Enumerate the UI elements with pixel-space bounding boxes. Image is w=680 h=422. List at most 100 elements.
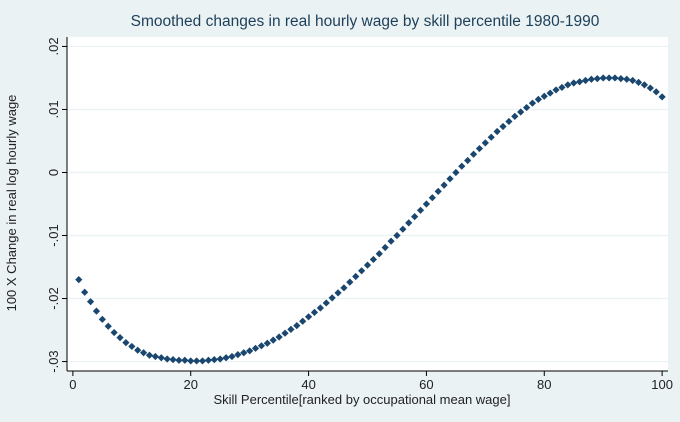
- data-point: [475, 144, 484, 153]
- data-point: [464, 156, 472, 165]
- data-point: [263, 339, 271, 347]
- data-point: [446, 175, 454, 183]
- data-point: [611, 74, 619, 82]
- data-point: [399, 225, 407, 233]
- y-tick-label: .02: [46, 37, 61, 55]
- data-point: [505, 117, 513, 126]
- data-point: [75, 276, 83, 284]
- grid-lines: [67, 45, 668, 363]
- data-point: [210, 356, 218, 364]
- data-point: [469, 150, 478, 158]
- data-point: [599, 74, 607, 82]
- data-point: [534, 95, 542, 103]
- data-point: [546, 89, 554, 97]
- data-point: [658, 93, 666, 101]
- data-point: [151, 352, 159, 361]
- data-point: [552, 86, 560, 94]
- data-point: [522, 103, 531, 112]
- data-point: [352, 272, 360, 281]
- y-tick-label: 0: [46, 169, 61, 176]
- data-point: [139, 349, 148, 357]
- data-point: [116, 334, 124, 342]
- data-point: [587, 75, 596, 83]
- data-point: [246, 347, 254, 355]
- data-point: [623, 75, 631, 83]
- y-axis-label: 100 X Change in real log hourly wage: [4, 95, 19, 312]
- data-point: [92, 307, 101, 315]
- data-point: [163, 355, 171, 363]
- data-point: [310, 308, 319, 316]
- data-point: [393, 231, 401, 240]
- data-point: [287, 325, 295, 334]
- data-point: [175, 356, 183, 364]
- data-point: [411, 213, 419, 221]
- data-point: [452, 168, 460, 177]
- data-point: [86, 298, 95, 306]
- data-point: [181, 356, 189, 364]
- x-tick-label: 20: [184, 377, 198, 392]
- data-point: [634, 78, 643, 86]
- data-point: [528, 99, 537, 107]
- data-point: [257, 342, 266, 350]
- data-point: [204, 356, 213, 364]
- data-point: [322, 299, 330, 307]
- data-point: [422, 200, 431, 208]
- y-tick-label: -.01: [46, 224, 61, 246]
- y-tick-label: .01: [46, 100, 61, 118]
- chart-title: Smoothed changes in real hourly wage by …: [131, 13, 600, 30]
- data-point: [570, 79, 578, 87]
- data-point: [328, 294, 336, 302]
- data-point: [240, 349, 248, 357]
- data-point: [145, 351, 154, 359]
- x-tick-label: 0: [69, 377, 76, 392]
- data-point: [81, 288, 89, 296]
- y-tick-label: -.02: [46, 287, 61, 309]
- data-point: [187, 357, 195, 365]
- data-series: [75, 74, 666, 365]
- x-tick-label: 40: [301, 377, 315, 392]
- x-tick-label: 100: [651, 377, 673, 392]
- data-point: [293, 322, 301, 330]
- data-point: [251, 344, 260, 352]
- data-point: [387, 237, 395, 245]
- data-point: [299, 317, 307, 325]
- data-point: [640, 81, 649, 89]
- data-point: [481, 139, 489, 147]
- data-point: [617, 74, 625, 83]
- data-point: [122, 339, 130, 347]
- data-point: [440, 181, 448, 189]
- x-tick-label: 60: [419, 377, 433, 392]
- data-point: [434, 187, 442, 195]
- data-point: [157, 354, 165, 362]
- data-point: [198, 357, 207, 365]
- data-point: [363, 261, 372, 269]
- data-point: [375, 250, 383, 258]
- data-point: [358, 267, 366, 275]
- data-point: [316, 304, 324, 312]
- data-point: [405, 219, 413, 227]
- data-point: [110, 328, 118, 337]
- y-tick-label: -.03: [46, 350, 61, 372]
- data-point: [334, 289, 342, 297]
- data-point: [216, 355, 224, 363]
- data-point: [234, 351, 242, 359]
- data-point: [281, 329, 289, 337]
- data-point: [428, 194, 436, 202]
- data-point: [98, 315, 106, 323]
- data-point: [228, 352, 236, 361]
- x-tick-label: 80: [537, 377, 551, 392]
- data-point: [517, 108, 525, 116]
- data-point: [104, 322, 112, 330]
- data-point: [646, 84, 654, 92]
- data-point: [304, 313, 313, 321]
- data-point: [269, 336, 277, 344]
- data-point: [629, 76, 637, 85]
- data-point: [128, 342, 136, 351]
- data-point: [275, 333, 283, 341]
- data-point: [193, 357, 201, 365]
- data-point: [593, 74, 601, 83]
- axes: -.03 -.02 -.01 0 .01 .02 0 20 40 60 80 100: [46, 37, 673, 392]
- data-point: [134, 346, 142, 354]
